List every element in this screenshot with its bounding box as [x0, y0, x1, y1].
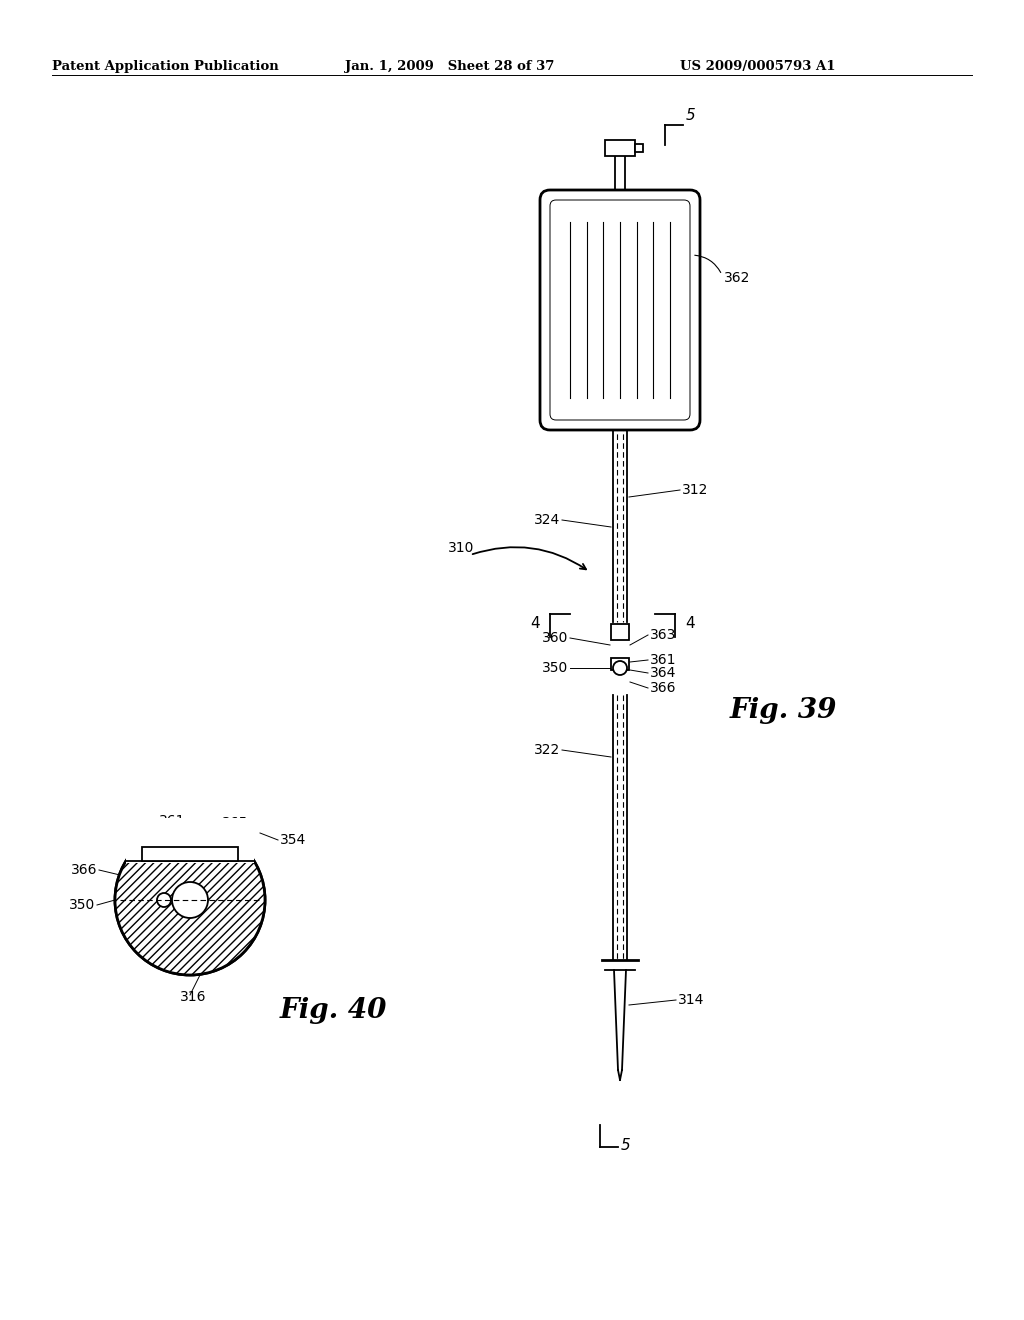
Text: 361: 361	[650, 653, 677, 667]
Text: 314: 314	[678, 993, 705, 1007]
Text: 365: 365	[222, 816, 249, 830]
Circle shape	[613, 661, 627, 675]
Text: 363: 363	[650, 628, 677, 642]
Text: 5: 5	[621, 1138, 631, 1152]
Circle shape	[115, 825, 265, 975]
Text: 360: 360	[542, 631, 568, 645]
FancyBboxPatch shape	[605, 140, 635, 156]
Text: 4: 4	[685, 615, 694, 631]
Circle shape	[172, 882, 208, 917]
Text: 354: 354	[280, 833, 306, 847]
Text: US 2009/0005793 A1: US 2009/0005793 A1	[680, 59, 836, 73]
Text: 366: 366	[650, 681, 677, 696]
Text: 362: 362	[724, 271, 751, 285]
Text: 360: 360	[133, 826, 160, 840]
Text: 324: 324	[534, 513, 560, 527]
Text: 350: 350	[542, 661, 568, 675]
FancyBboxPatch shape	[611, 624, 629, 640]
Text: 5: 5	[686, 108, 695, 123]
Text: 316: 316	[180, 990, 207, 1005]
FancyBboxPatch shape	[126, 818, 254, 863]
Text: 312: 312	[682, 483, 709, 498]
Text: 364: 364	[650, 667, 677, 680]
Text: 361: 361	[159, 814, 185, 828]
FancyBboxPatch shape	[142, 847, 238, 861]
Text: Patent Application Publication: Patent Application Publication	[52, 59, 279, 73]
FancyBboxPatch shape	[540, 190, 700, 430]
FancyBboxPatch shape	[611, 657, 629, 671]
Text: Fig. 40: Fig. 40	[280, 997, 387, 1023]
Circle shape	[115, 825, 265, 975]
Text: 4: 4	[530, 615, 540, 631]
Text: 322: 322	[534, 743, 560, 756]
Text: 310: 310	[449, 541, 474, 554]
Text: 366: 366	[71, 863, 97, 876]
Text: Jan. 1, 2009   Sheet 28 of 37: Jan. 1, 2009 Sheet 28 of 37	[345, 59, 554, 73]
FancyBboxPatch shape	[550, 201, 690, 420]
Circle shape	[157, 894, 171, 907]
Text: 350: 350	[69, 898, 95, 912]
FancyBboxPatch shape	[635, 144, 643, 152]
Text: Fig. 39: Fig. 39	[730, 697, 838, 723]
